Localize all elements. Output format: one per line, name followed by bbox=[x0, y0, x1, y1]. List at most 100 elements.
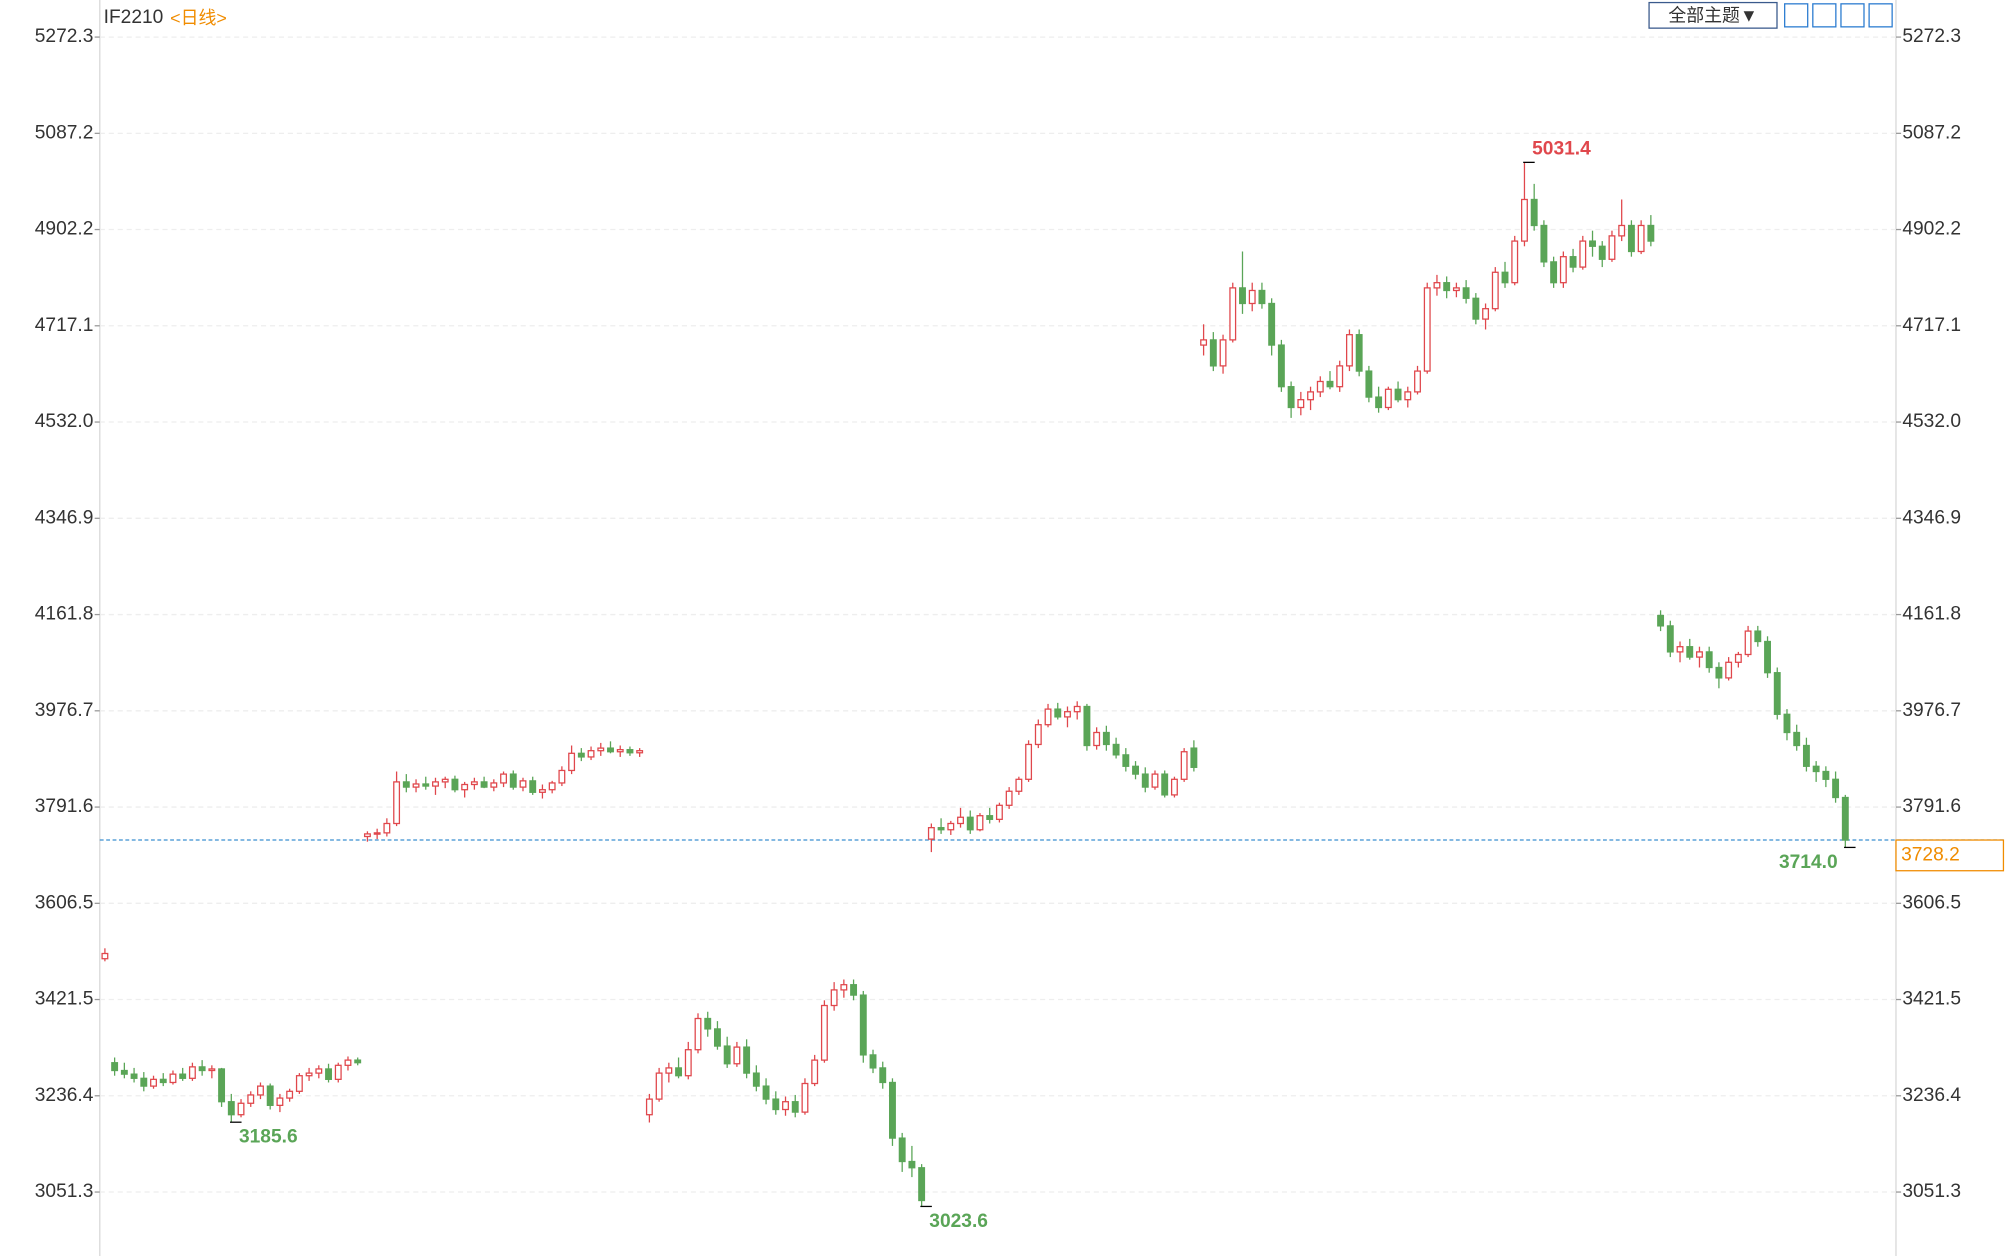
candle-body bbox=[519, 780, 527, 788]
candle-body bbox=[850, 984, 858, 996]
candle-body bbox=[898, 1137, 906, 1163]
candle-body bbox=[325, 1068, 332, 1080]
y-tick-label: 4902.2 bbox=[35, 219, 94, 240]
candle-body bbox=[1802, 744, 1810, 767]
candle-body bbox=[665, 1067, 673, 1074]
candle-body bbox=[811, 1059, 819, 1085]
candle-body bbox=[1501, 271, 1509, 284]
y-tick-label: 4346.9 bbox=[1902, 507, 1961, 528]
candle-body bbox=[645, 1098, 653, 1116]
candle-body bbox=[1443, 282, 1451, 292]
candle-body bbox=[188, 1066, 196, 1079]
candle-body bbox=[548, 782, 556, 791]
theme-button-label[interactable]: 全部主题▼ bbox=[1668, 5, 1757, 25]
candle-body bbox=[1666, 625, 1674, 653]
candle-body bbox=[1725, 661, 1733, 679]
period-label: <日线> bbox=[170, 8, 227, 28]
candle-body bbox=[1054, 708, 1062, 718]
candle-body bbox=[1676, 646, 1684, 653]
y-tick-label: 4161.8 bbox=[35, 604, 94, 625]
chart-title: IF2210 bbox=[104, 7, 164, 28]
candle-body bbox=[966, 816, 974, 831]
y-tick-label: 4717.1 bbox=[35, 315, 94, 336]
candle-body bbox=[986, 815, 994, 820]
candle-body bbox=[733, 1046, 741, 1065]
candle-body bbox=[1734, 653, 1742, 663]
candle-body bbox=[713, 1028, 721, 1047]
y-tick-label: 4346.9 bbox=[35, 507, 94, 528]
candle-body bbox=[995, 804, 1003, 820]
y-tick-label: 3421.5 bbox=[1902, 989, 1961, 1010]
candle-body bbox=[286, 1090, 294, 1099]
candle-body bbox=[937, 827, 945, 831]
candle-body bbox=[1657, 614, 1665, 627]
candle-body bbox=[1822, 770, 1830, 780]
toolbar: 全部主题▼ bbox=[1648, 1, 1893, 29]
candle-body bbox=[393, 781, 401, 825]
candle-body bbox=[1005, 790, 1013, 806]
candle-body bbox=[976, 815, 984, 831]
icon-button[interactable] bbox=[1840, 3, 1865, 28]
theme-button[interactable] bbox=[1648, 1, 1778, 29]
candle-body bbox=[218, 1068, 226, 1103]
candle-body bbox=[1034, 724, 1042, 746]
candle-body bbox=[208, 1068, 216, 1072]
candle-body bbox=[257, 1085, 264, 1096]
candle-body bbox=[101, 952, 109, 960]
y-tick-label: 4161.8 bbox=[1902, 604, 1961, 625]
candle-body bbox=[1569, 256, 1577, 268]
candle-body bbox=[315, 1068, 323, 1074]
candle-body bbox=[227, 1101, 235, 1116]
candle-body bbox=[179, 1073, 187, 1079]
candle-body bbox=[772, 1098, 780, 1111]
candle-body bbox=[607, 747, 614, 753]
candle-body bbox=[1559, 256, 1567, 284]
candle-body bbox=[1161, 773, 1169, 796]
icon-button[interactable] bbox=[1784, 3, 1809, 28]
y-tick-label: 3606.5 bbox=[1902, 892, 1961, 913]
candle-body bbox=[616, 749, 624, 753]
candle-body bbox=[1832, 778, 1840, 799]
y-tick-label: 5272.3 bbox=[35, 26, 94, 47]
extreme-label: 5031.4 bbox=[1532, 139, 1591, 160]
candle-body bbox=[402, 781, 410, 788]
candle-body bbox=[1112, 743, 1120, 756]
candle-body bbox=[334, 1064, 342, 1080]
candle-body bbox=[480, 781, 488, 788]
candle-body bbox=[1384, 388, 1392, 409]
candle-body bbox=[1355, 334, 1363, 372]
candle-body bbox=[1637, 224, 1645, 253]
icon-button[interactable] bbox=[1812, 3, 1837, 28]
candle-body bbox=[1132, 765, 1139, 775]
candle-body bbox=[305, 1072, 313, 1077]
candle-body bbox=[684, 1049, 692, 1077]
candle-body bbox=[1044, 708, 1052, 726]
candle-body bbox=[1452, 287, 1460, 292]
candle-body bbox=[957, 816, 964, 825]
candle-body bbox=[1365, 370, 1373, 398]
candle-body bbox=[1608, 235, 1616, 260]
candle-body bbox=[159, 1078, 167, 1084]
candle-body bbox=[1491, 271, 1499, 310]
candle-body bbox=[422, 783, 430, 787]
candle-body bbox=[1521, 198, 1528, 242]
candle-body bbox=[237, 1102, 245, 1116]
candle-body bbox=[1686, 646, 1694, 658]
candle-body bbox=[432, 781, 439, 787]
candle-body bbox=[1696, 651, 1703, 658]
candle-body bbox=[1239, 287, 1246, 305]
candle-body bbox=[752, 1072, 760, 1087]
candle-body bbox=[1540, 224, 1548, 263]
candle-body bbox=[1511, 240, 1519, 284]
candle-body bbox=[451, 778, 459, 791]
candle-body bbox=[363, 833, 371, 838]
y-tick-label: 5087.2 bbox=[1902, 122, 1961, 143]
candle-body bbox=[538, 789, 546, 793]
candle-body bbox=[1754, 630, 1762, 643]
y-tick-label: 4532.0 bbox=[1902, 411, 1961, 432]
y-tick-label: 5087.2 bbox=[35, 122, 94, 143]
candle-body bbox=[820, 1004, 828, 1061]
last-price-box bbox=[1895, 839, 2005, 872]
icon-button[interactable] bbox=[1868, 3, 1893, 28]
